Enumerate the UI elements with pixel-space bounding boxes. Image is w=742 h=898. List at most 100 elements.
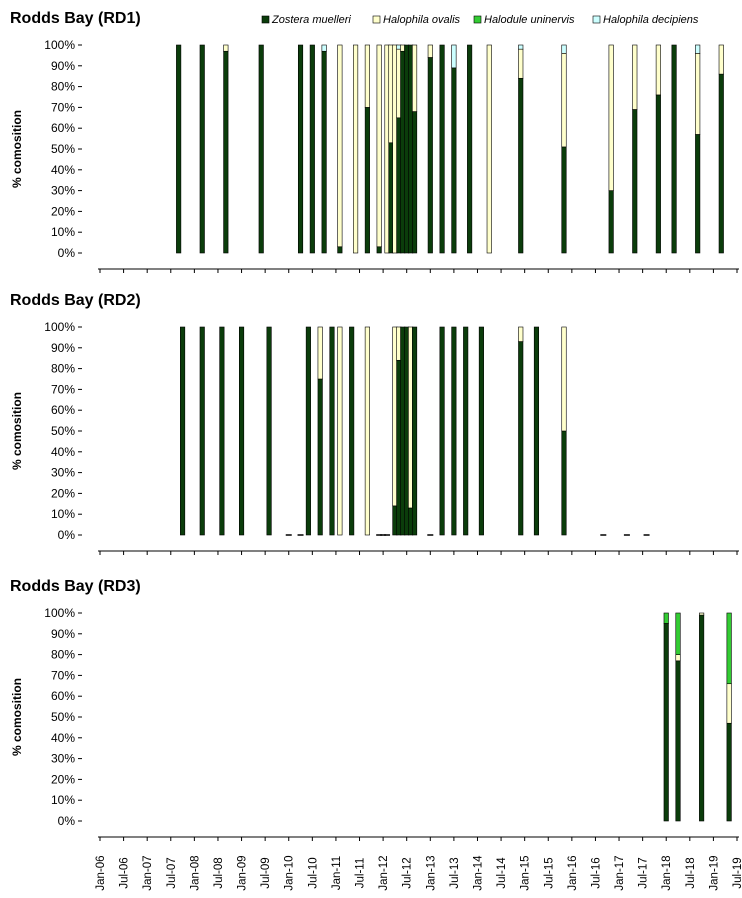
x-tick-label: Jul-08 [213, 857, 225, 888]
bar-segment-zm [317, 378, 323, 536]
y-tick-label: 10% [51, 225, 75, 239]
bar-segment-zm [467, 44, 473, 254]
bar-segment-zm [518, 77, 524, 254]
bar-segment-ho [699, 612, 705, 616]
x-tick-label: Jan-15 [520, 855, 532, 890]
bar-segment-zm [439, 326, 445, 536]
x-tick-label: Jan-16 [567, 855, 579, 890]
bar-segment-ho [655, 44, 661, 96]
legend-swatch [372, 15, 381, 24]
bar-segment-zm [561, 146, 567, 254]
y-tick-label: 0% [58, 814, 76, 828]
legend-label: Zostera muelleri [271, 14, 351, 26]
x-tick-label: Jul-18 [685, 857, 697, 888]
bar-segment-zm [412, 326, 418, 536]
y-tick-label: 20% [51, 772, 75, 786]
x-tick-label: Jul-10 [307, 857, 319, 888]
bar-segment-zm [463, 326, 469, 536]
x-tick-label: Jan-06 [95, 855, 107, 890]
bar-segment-hd [561, 44, 567, 54]
x-tick-label: Jul-11 [355, 858, 367, 888]
y-tick-label: 10% [51, 793, 75, 807]
y-tick-label: 80% [51, 80, 75, 94]
bar-segment-zm [427, 57, 433, 254]
bar-segment-ho [561, 326, 567, 432]
y-tick-label: 40% [51, 445, 75, 459]
x-tick-label: Jan-11 [331, 856, 343, 890]
y-tick-label: 60% [51, 689, 75, 703]
x-tick-label: Jul-14 [496, 857, 508, 889]
bar-segment-zm [451, 67, 457, 254]
y-tick-label: 40% [51, 731, 75, 745]
bar-segment-ho [718, 44, 724, 75]
bar-segment-hu [663, 612, 669, 624]
y-tick-label: 60% [51, 403, 75, 417]
x-tick-label: Jan-19 [708, 855, 720, 890]
bar-segment-hu [675, 612, 681, 655]
y-tick-label: 50% [51, 424, 75, 438]
bar-segment-ho [353, 44, 359, 254]
x-tick-label: Jul-17 [638, 857, 650, 888]
bar-segment-zm [180, 326, 186, 536]
bar-segment-zm [364, 107, 370, 254]
bar-segment-ho [364, 326, 370, 536]
bar-segment-ho [675, 654, 681, 662]
bar-segment-zm [671, 44, 677, 254]
y-tick-label: 10% [51, 507, 75, 521]
bar-segment-zm [376, 246, 382, 254]
bar-segment-ho [337, 44, 343, 248]
legend-swatch [592, 15, 601, 24]
y-tick-label: 80% [51, 362, 75, 376]
bar-segment-ho [518, 48, 524, 79]
bar-segment-ho [317, 326, 323, 380]
bar-segment-zm [239, 326, 245, 536]
bar-segment-zm [655, 94, 661, 254]
panel-title-3: Rodds Bay (RD3) [10, 578, 141, 595]
y-tick-label: 90% [51, 59, 75, 73]
bar-segment-zm [608, 190, 614, 254]
bar-segment-zm [258, 44, 264, 254]
y-tick-label: 100% [44, 606, 75, 620]
bar-segment-hd [695, 44, 701, 54]
x-tick-label: Jan-14 [472, 855, 484, 891]
legend-swatch [261, 15, 270, 24]
bar-segment-ho [364, 44, 370, 108]
x-tick-label: Jan-18 [661, 855, 673, 890]
bar-segment-ho [427, 44, 433, 58]
bar-segment-zm [349, 326, 355, 536]
x-tick-label: Jul-06 [119, 857, 131, 888]
bar-segment-ho [726, 683, 732, 724]
y-tick-label: 30% [51, 466, 75, 480]
bar-segment-zm [518, 341, 524, 536]
x-tick-label: Jan-13 [425, 855, 437, 890]
bar-segment-ho [561, 53, 567, 148]
bar-segment-hu [726, 612, 732, 685]
bar-segment-zm [663, 623, 669, 822]
y-tick-label: 70% [51, 100, 75, 114]
bar-segment-ho [632, 44, 638, 110]
y-tick-label: 40% [51, 163, 75, 177]
y-tick-label: 20% [51, 486, 75, 500]
x-tick-label: Jul-15 [543, 857, 555, 888]
x-tick-label: Jul-19 [732, 857, 742, 888]
bar-segment-zm [176, 44, 182, 254]
bar-segment-ho [486, 44, 492, 254]
x-tick-label: Jul-16 [590, 857, 602, 888]
bar-segment-zm [675, 660, 681, 822]
y-tick-label: 100% [44, 320, 75, 334]
y-tick-label: 90% [51, 627, 75, 641]
y-tick-label: 30% [51, 752, 75, 766]
legend-swatch [473, 15, 482, 24]
y-axis-label: % comosition [10, 110, 24, 188]
legend-label: Halophila decipiens [603, 14, 699, 26]
y-tick-label: 80% [51, 648, 75, 662]
bar-segment-ho [223, 44, 229, 52]
bar-segment-zm [533, 326, 540, 536]
bar-segment-zm [561, 430, 567, 536]
panel-title-2: Rodds Bay (RD2) [10, 292, 141, 309]
x-tick-label: Jul-09 [260, 857, 272, 888]
x-tick-label: Jul-12 [402, 857, 414, 888]
y-tick-label: 70% [51, 382, 75, 396]
y-tick-label: 100% [44, 38, 75, 52]
bar-segment-zm [412, 111, 418, 254]
